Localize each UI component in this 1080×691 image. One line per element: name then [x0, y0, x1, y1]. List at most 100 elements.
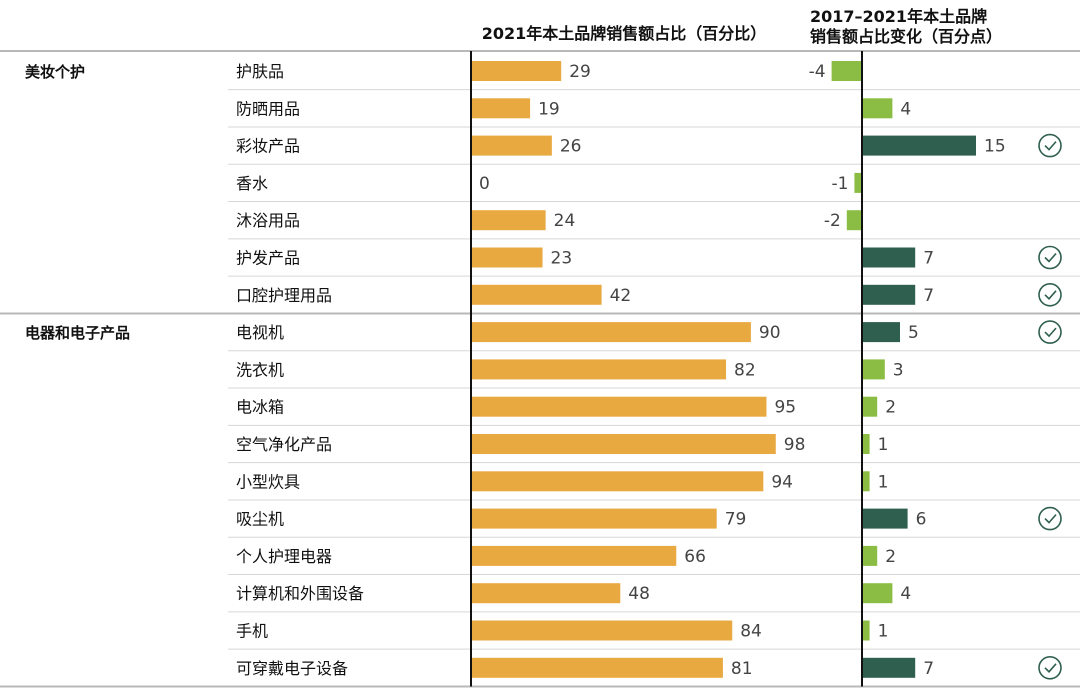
- row-label: 吸尘机: [236, 510, 284, 529]
- share-value-label: 19: [538, 99, 560, 119]
- row-label: 可穿戴电子设备: [236, 659, 348, 678]
- change-bar: [831, 61, 862, 81]
- check-circle-icon: [1038, 506, 1062, 531]
- share-bar: [471, 508, 717, 529]
- check-circle-icon: [1038, 133, 1062, 158]
- share-value-label: 95: [774, 398, 796, 418]
- change-bar: [862, 135, 976, 156]
- share-bar: [471, 135, 552, 156]
- check-mark-icon: [1044, 514, 1057, 524]
- change-value-label: 1: [878, 472, 889, 492]
- check-mark-icon: [1044, 290, 1057, 300]
- row-label: 沐浴用品: [236, 211, 300, 230]
- change-value-label: 15: [984, 137, 1006, 157]
- row-label: 洗衣机: [236, 360, 284, 379]
- share-value-label: 23: [551, 249, 573, 269]
- share-value-label: 84: [740, 622, 762, 642]
- share-value-label: 48: [628, 584, 650, 604]
- share-bar: [471, 583, 621, 604]
- share-value-label: 98: [784, 435, 806, 455]
- check-circle-icon: [1038, 320, 1062, 344]
- change-value-label: 3: [893, 360, 904, 380]
- change-value-label: 6: [916, 510, 927, 530]
- change-value-label: -1: [831, 174, 848, 194]
- share-value-label: 42: [610, 286, 632, 306]
- row-label: 香水: [236, 174, 268, 193]
- share-bar: [471, 545, 677, 566]
- change-bar: [862, 583, 893, 604]
- change-value-label: 7: [923, 286, 934, 306]
- share-bar: [471, 396, 767, 417]
- share-value-label: 24: [554, 211, 576, 231]
- change-value-label: 7: [923, 249, 934, 269]
- change-bar: [862, 620, 870, 641]
- row-label: 电视机: [236, 323, 284, 342]
- share-value-label: 29: [569, 62, 591, 82]
- change-bar: [862, 98, 893, 119]
- change-bar: [854, 172, 862, 193]
- change-bar: [862, 508, 908, 529]
- row-label: 护发产品: [236, 249, 300, 268]
- check-mark-icon: [1044, 663, 1057, 673]
- change-value-label: 7: [923, 659, 934, 679]
- share-bar: [471, 284, 602, 305]
- row-label: 空气净化产品: [236, 435, 332, 454]
- share-bar: [471, 98, 531, 119]
- share-value-label: 79: [725, 510, 747, 530]
- change-value-label: 2: [885, 398, 896, 418]
- check-mark-icon: [1044, 252, 1057, 263]
- change-bar: [862, 322, 900, 343]
- change-value-label: 4: [900, 99, 911, 119]
- check-circle-icon: [1038, 655, 1062, 680]
- share-value-label: 90: [759, 323, 781, 343]
- share-value-label: 82: [734, 360, 756, 380]
- check-circle-icon: [1038, 282, 1062, 307]
- share-value-label: 0: [479, 174, 490, 194]
- right-panel-header-line1: 2017–2021年本土品牌: [810, 7, 987, 26]
- share-bar: [471, 247, 543, 268]
- row-label: 小型炊具: [236, 472, 300, 491]
- row-label: 防晒用品: [236, 99, 300, 118]
- row-label: 护肤品: [236, 62, 284, 81]
- share-bar: [471, 61, 562, 81]
- share-bar: [471, 359, 727, 380]
- change-value-label: -2: [824, 211, 841, 231]
- check-mark-icon: [1044, 141, 1057, 151]
- change-bar: [862, 247, 916, 268]
- change-bar: [862, 359, 885, 380]
- change-value-label: 4: [900, 584, 911, 604]
- check-mark-icon: [1044, 327, 1057, 338]
- row-label: 个人护理电器: [236, 547, 332, 566]
- change-bar: [862, 545, 878, 566]
- change-bar: [862, 434, 870, 454]
- change-bar: [862, 396, 878, 417]
- change-value-label: 2: [885, 547, 896, 567]
- share-value-label: 66: [684, 547, 706, 567]
- row-label: 口腔护理用品: [236, 286, 332, 305]
- change-bar: [846, 210, 862, 231]
- row-label: 手机: [236, 622, 268, 641]
- group-label: 电器和电子产品: [25, 324, 130, 342]
- share-bar: [471, 210, 546, 231]
- share-bar: [471, 657, 723, 678]
- change-value-label: 5: [908, 323, 919, 343]
- change-bar: [862, 657, 916, 678]
- share-value-label: 94: [771, 472, 793, 492]
- share-value-label: 26: [560, 137, 582, 157]
- share-bar: [471, 322, 751, 343]
- left-panel-header: 2021年本土品牌销售额占比（百分比）: [482, 24, 767, 43]
- share-value-label: 81: [731, 659, 753, 679]
- share-bar: [471, 471, 764, 492]
- change-value-label: 1: [878, 435, 889, 455]
- change-value-label: -4: [809, 62, 826, 82]
- check-circle-icon: [1038, 245, 1062, 270]
- row-label: 彩妆产品: [236, 137, 300, 156]
- group-label: 美妆个护: [25, 63, 85, 81]
- share-bar: [471, 620, 733, 641]
- share-bar: [471, 434, 776, 454]
- right-panel-header-line2: 销售额占比变化（百分点）: [810, 27, 1002, 46]
- row-label: 计算机和外围设备: [236, 584, 364, 603]
- change-bar: [862, 471, 870, 492]
- change-bar: [862, 284, 916, 305]
